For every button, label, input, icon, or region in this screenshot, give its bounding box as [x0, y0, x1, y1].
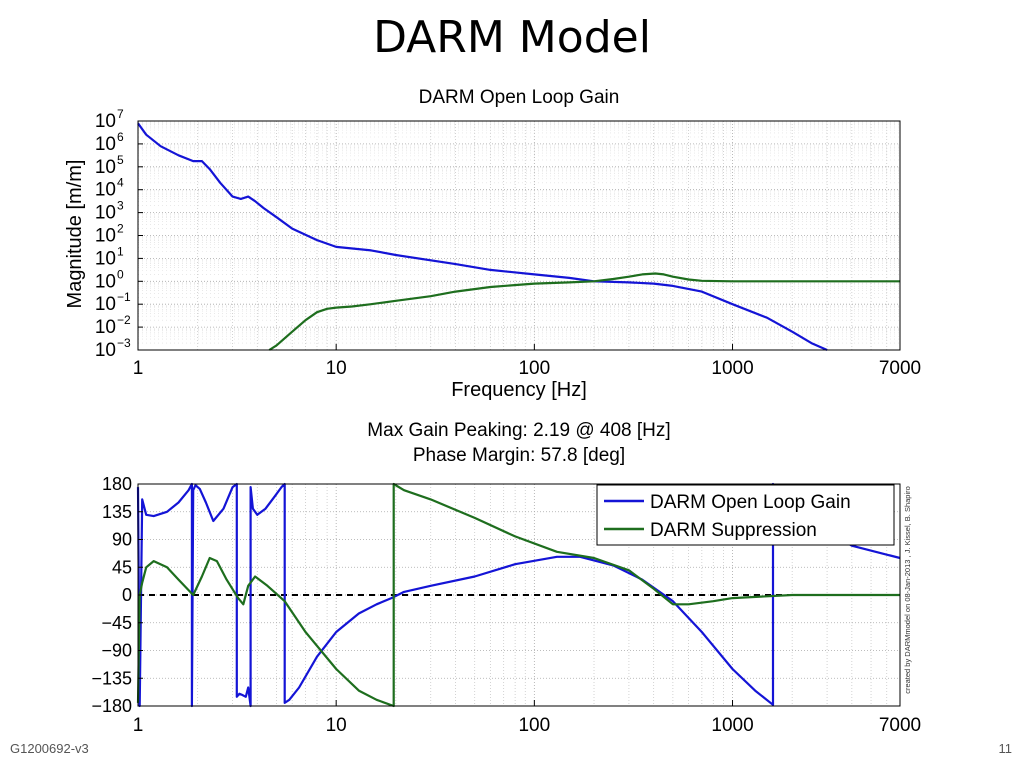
magnitude-chart: DARM Open Loop Gain 1 10 100 1000 7000 10 −31…	[64, 87, 921, 401]
series-line-suppression	[268, 272, 900, 351]
x-tick-label: 7000	[879, 358, 921, 379]
y-tick-exponent: 7	[117, 107, 124, 121]
series-line-olg	[137, 122, 828, 352]
y-tick-label: 10	[95, 180, 116, 201]
legend-label-suppression: DARM Suppression	[650, 520, 817, 541]
y-tick-exponent: −2	[117, 313, 131, 327]
phase-y-tick-labels: 180 135 90 45 0 −45 −90 −135 −180	[91, 474, 143, 716]
phase-chart-title: Max Gain Peaking: 2.19 @ 408 [Hz]	[367, 420, 670, 441]
y-tick-label: 10	[95, 111, 116, 132]
y-tick-label: 0	[122, 585, 132, 605]
y-tick-label: 10	[95, 157, 116, 178]
y-tick-label: −45	[101, 613, 132, 633]
document-id: G1200692-v3	[10, 741, 89, 756]
x-tick-label: 1000	[711, 358, 753, 379]
y-tick-label: 90	[112, 530, 132, 550]
y-tick-label: 10	[95, 294, 116, 315]
y-tick-label: 10	[95, 226, 116, 247]
x-tick-label: 100	[518, 358, 550, 379]
x-tick-label: 10	[326, 358, 347, 379]
y-tick-exponent: −3	[117, 336, 131, 350]
y-tick-label: 180	[102, 474, 132, 494]
x-tick-label: 1000	[711, 715, 753, 736]
phase-x-tick-labels: 1 10 100 1000 7000	[133, 700, 921, 736]
page-number: 11	[998, 741, 1013, 756]
phase-series	[136, 482, 901, 708]
y-tick-exponent: 3	[117, 199, 124, 213]
magnitude-series	[137, 122, 900, 352]
y-tick-label: 135	[102, 502, 132, 522]
slide-title: DARM Model	[373, 12, 651, 63]
y-tick-label: 10	[95, 271, 116, 292]
y-tick-label: −180	[91, 696, 132, 716]
legend-box	[596, 484, 895, 546]
y-tick-exponent: 0	[117, 267, 124, 281]
y-tick-label: −135	[91, 668, 132, 688]
magnitude-x-axis-label: Frequency [Hz]	[451, 379, 587, 401]
phase-chart-subtitle: Phase Margin: 57.8 [deg]	[413, 445, 625, 466]
legend-label-olg: DARM Open Loop Gain	[650, 492, 851, 513]
y-tick-label: 45	[112, 557, 132, 577]
y-tick-label: 10	[95, 317, 116, 338]
y-tick-exponent: 6	[117, 130, 124, 144]
y-tick-exponent: −1	[117, 290, 131, 304]
x-tick-label: 1	[133, 358, 144, 379]
x-tick-label: 100	[518, 715, 550, 736]
y-tick-label: 10	[95, 134, 116, 155]
magnitude-chart-title: DARM Open Loop Gain	[419, 87, 620, 108]
series-line-olg_phase	[136, 482, 901, 708]
x-tick-label: 10	[326, 715, 347, 736]
magnitude-grid	[137, 120, 901, 351]
credit-text: created by DARMmodel on 08-Jan-2013 , J.…	[903, 486, 912, 694]
x-tick-label: 1	[133, 715, 144, 736]
magnitude-y-axis-label: Magnitude [m/m]	[64, 160, 86, 309]
phase-chart: Max Gain Peaking: 2.19 @ 408 [Hz] Phase …	[91, 420, 921, 736]
y-tick-label: 10	[95, 248, 116, 269]
y-tick-exponent: 1	[117, 244, 124, 258]
y-tick-exponent: 4	[117, 176, 124, 190]
y-tick-label: 10	[95, 203, 116, 224]
y-tick-exponent: 5	[117, 153, 124, 167]
y-tick-label: −90	[101, 641, 132, 661]
phase-legend: DARM Open Loop Gain DARM Suppression	[596, 484, 895, 546]
y-tick-label: 10	[95, 340, 116, 361]
y-tick-exponent: 2	[117, 222, 124, 236]
magnitude-x-tick-labels: 1 10 100 1000 7000	[133, 344, 921, 379]
x-tick-label: 7000	[879, 715, 921, 736]
series-line-supp_phase	[136, 482, 900, 708]
